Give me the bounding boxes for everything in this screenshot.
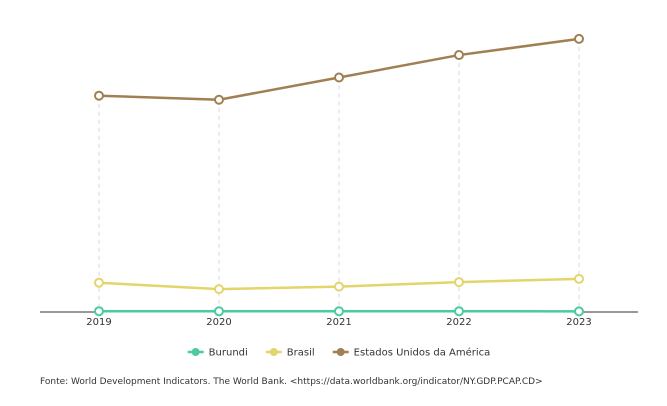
data-point[interactable]: [334, 306, 344, 317]
x-tick-label: 2022: [446, 317, 471, 328]
data-point[interactable]: [94, 90, 104, 101]
data-point[interactable]: [454, 277, 464, 288]
data-point[interactable]: [334, 72, 344, 83]
data-point[interactable]: [574, 306, 584, 317]
data-point[interactable]: [94, 306, 104, 317]
x-tick-label: 2019: [86, 317, 111, 328]
legend-label: Burundi: [209, 348, 248, 359]
data-point[interactable]: [94, 277, 104, 288]
legend-swatch-marker: [191, 348, 200, 356]
data-point[interactable]: [214, 284, 224, 295]
data-point[interactable]: [574, 33, 584, 44]
legend-swatch-marker: [336, 348, 345, 356]
legend-swatch-marker: [269, 348, 278, 356]
legend: Burundi Brasil Estados Unidos da América: [187, 347, 491, 359]
legend-item-1[interactable]: Brasil: [265, 348, 315, 359]
source-note: Fonte: World Development Indicators. The…: [40, 377, 543, 387]
data-point[interactable]: [454, 50, 464, 61]
data-point[interactable]: [214, 306, 224, 317]
legend-item-0[interactable]: Burundi: [187, 348, 248, 359]
legend-item-2[interactable]: Estados Unidos da América: [332, 347, 491, 359]
data-point[interactable]: [454, 306, 464, 317]
x-tick-label: 2020: [206, 317, 231, 328]
series-lines: [94, 33, 584, 317]
legend-label: Brasil: [287, 348, 315, 359]
series-line-2: [98, 37, 580, 102]
grid-lines: [98, 38, 580, 312]
data-point[interactable]: [334, 281, 344, 292]
legend-label: Estados Unidos da América: [354, 347, 491, 359]
x-tick-label: 2023: [566, 317, 591, 328]
x-tick-label: 2021: [326, 317, 351, 328]
data-point[interactable]: [214, 94, 224, 105]
data-point[interactable]: [574, 273, 584, 284]
